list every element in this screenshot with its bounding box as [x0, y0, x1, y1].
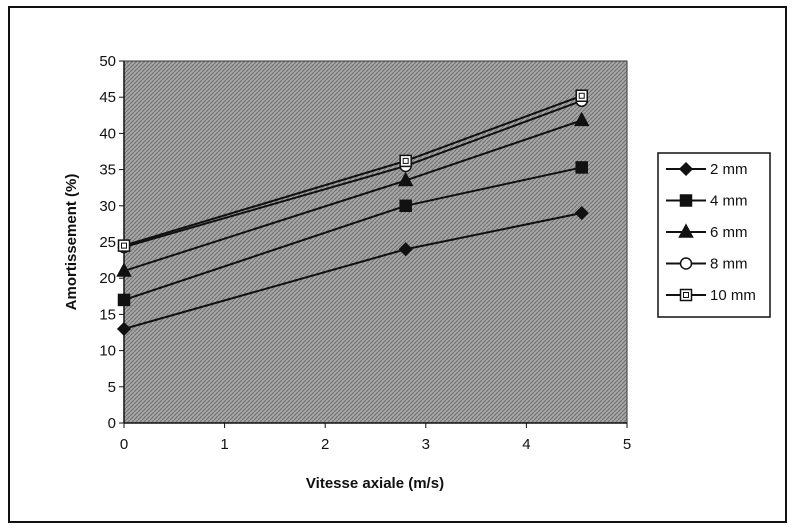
data-point — [575, 89, 588, 103]
x-tick-label: 3 — [422, 436, 430, 453]
plot-area — [123, 60, 628, 424]
legend-label: 2 mm — [710, 161, 748, 178]
legend-entry: 10 mm — [666, 287, 756, 304]
y-tick-label: 45 — [99, 89, 116, 106]
legend: 2 mm 4 mm 6 mm 8 mm 10 mm — [657, 152, 771, 318]
series-10-mm — [117, 89, 588, 252]
y-tick-label: 30 — [99, 198, 116, 215]
data-point — [116, 262, 132, 277]
legend-marker — [679, 257, 693, 270]
data-point — [574, 205, 589, 221]
data-point — [399, 199, 412, 213]
x-tick-label: 2 — [321, 436, 329, 453]
legend-marker — [678, 223, 694, 238]
legend-label: 4 mm — [710, 193, 748, 210]
legend-entry: 8 mm — [666, 256, 748, 273]
data-point — [397, 171, 414, 187]
x-tick-label: 1 — [220, 436, 228, 453]
data-point — [117, 293, 131, 307]
legend-marker — [679, 194, 693, 207]
legend-marker — [679, 288, 693, 302]
x-axis-title: Vitesse axiale (m/s) — [306, 475, 444, 492]
legend-label: 8 mm — [710, 256, 748, 273]
y-tick-label: 50 — [99, 53, 116, 70]
legend-label: 6 mm — [710, 224, 748, 241]
legend-entry: 6 mm — [666, 223, 748, 241]
data-point — [573, 111, 590, 127]
series-4-mm — [117, 161, 588, 307]
legend-marker — [678, 161, 694, 177]
data-point — [117, 239, 131, 252]
data-point — [398, 242, 413, 257]
y-tick-label: 0 — [108, 415, 116, 432]
y-axis-title: Amortissement (%) — [63, 174, 80, 311]
legend-box — [657, 152, 771, 318]
data-point — [399, 154, 412, 168]
series-layer — [116, 89, 590, 336]
x-tick-label: 0 — [120, 436, 128, 453]
y-tick-label: 20 — [99, 270, 116, 287]
data-point — [116, 321, 132, 336]
y-tick-label: 40 — [99, 125, 116, 142]
y-tick-label: 25 — [99, 234, 116, 251]
series-6-mm — [116, 111, 590, 277]
x-tick-label: 5 — [623, 436, 631, 453]
y-tick-label: 5 — [108, 379, 116, 396]
legend-entry: 4 mm — [666, 193, 748, 210]
x-tick-label: 4 — [522, 436, 530, 453]
series-2-mm — [116, 205, 589, 336]
y-tick-label: 35 — [99, 162, 116, 179]
data-point — [575, 161, 588, 174]
chart-frame: 0 5 10 15 20 25 30 35 40 45 50 0 1 2 3 4 5 Vitesse axial… — [8, 6, 787, 523]
legend-label: 10 mm — [710, 287, 756, 304]
legend-entry: 2 mm — [666, 161, 748, 178]
y-tick-label: 15 — [99, 306, 116, 323]
y-tick-label: 10 — [99, 343, 116, 360]
